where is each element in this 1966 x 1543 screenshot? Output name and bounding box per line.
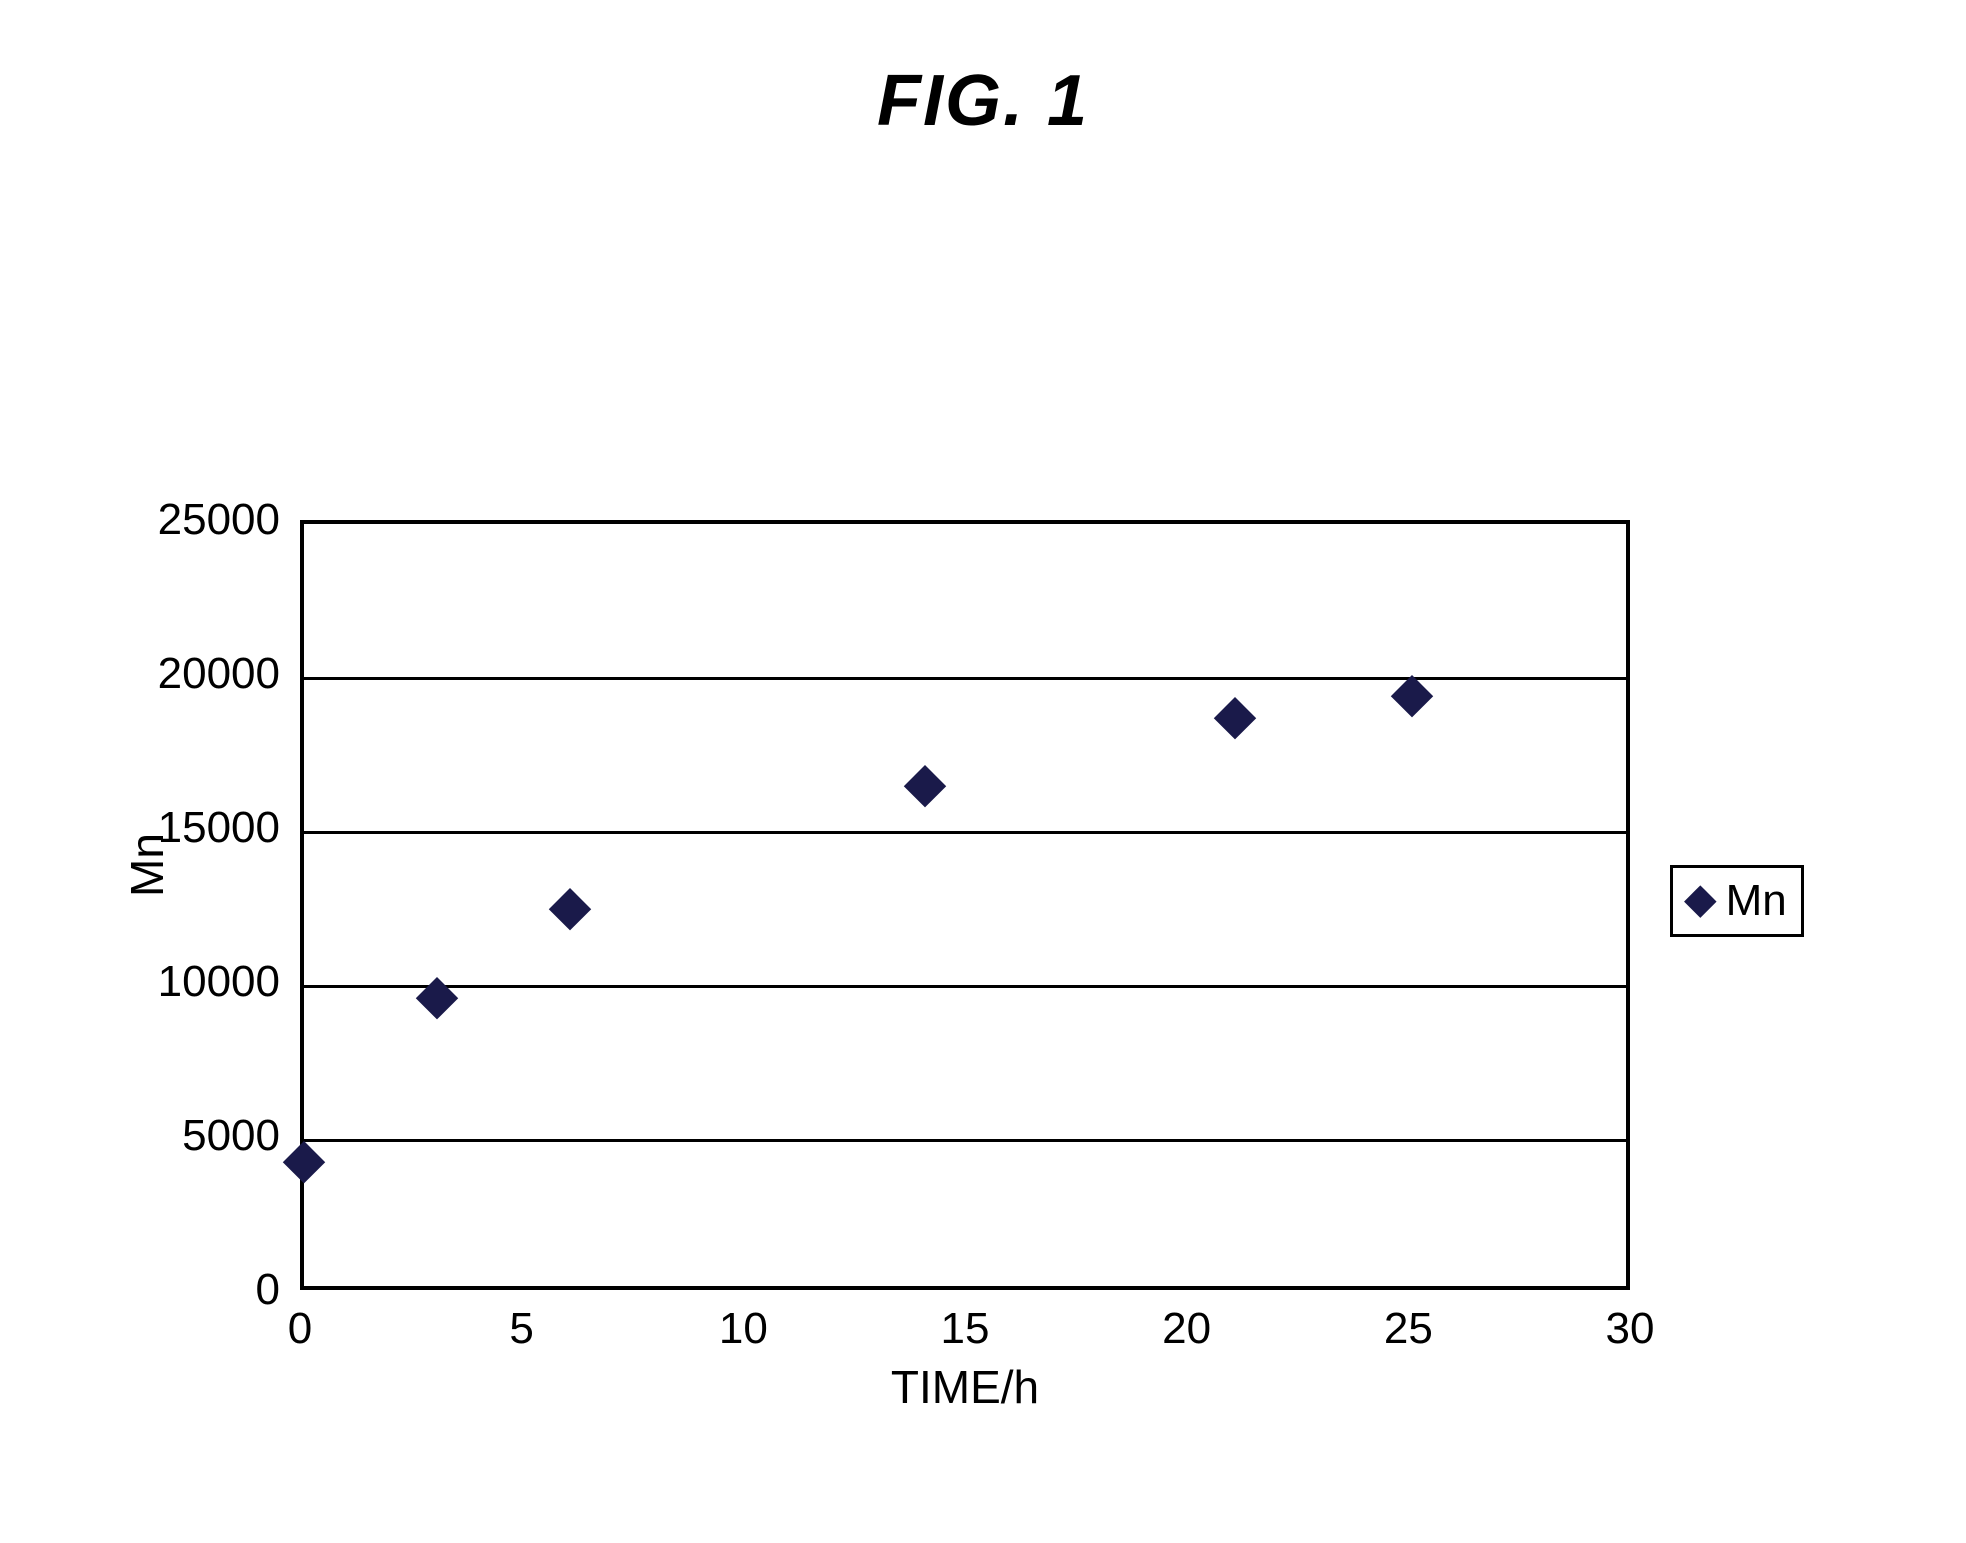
x-tick-label: 25: [1348, 1304, 1468, 1354]
chart: 0500010000150002000025000 051015202530 M…: [80, 520, 1900, 1440]
y-tick-label: 25000: [80, 495, 280, 545]
y-tick-label: 5000: [80, 1111, 280, 1161]
x-tick-label: 0: [240, 1304, 360, 1354]
gridline: [304, 985, 1626, 988]
plot-area: [300, 520, 1630, 1290]
data-point: [904, 765, 946, 807]
gridline: [304, 831, 1626, 834]
figure-title: FIG. 1: [0, 60, 1966, 142]
x-axis-title: TIME/h: [300, 1360, 1630, 1414]
y-tick-label: 15000: [80, 803, 280, 853]
x-tick-label: 20: [1127, 1304, 1247, 1354]
x-tick-label: 15: [905, 1304, 1025, 1354]
y-tick-label: 20000: [80, 649, 280, 699]
legend-item-label: Mn: [1726, 876, 1787, 926]
y-tick-label: 10000: [80, 957, 280, 1007]
y-axis-title: Mn: [120, 765, 174, 965]
x-tick-label: 30: [1570, 1304, 1690, 1354]
x-tick-label: 5: [462, 1304, 582, 1354]
page: FIG. 1 0500010000150002000025000 0510152…: [0, 0, 1966, 1543]
data-point: [1391, 675, 1433, 717]
diamond-icon: [1684, 885, 1716, 917]
gridline: [304, 1139, 1626, 1142]
legend: Mn: [1670, 865, 1804, 937]
data-point: [1214, 697, 1256, 739]
data-point: [549, 888, 591, 930]
x-tick-label: 10: [683, 1304, 803, 1354]
gridline: [304, 677, 1626, 680]
data-point: [283, 1141, 325, 1183]
